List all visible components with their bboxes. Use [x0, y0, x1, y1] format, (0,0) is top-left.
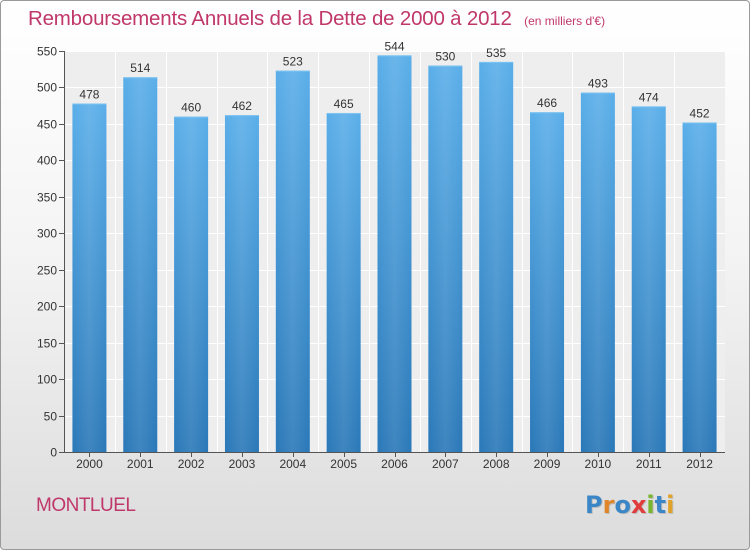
bar-highlight — [682, 122, 717, 452]
chart-title: Remboursements Annuels de la Dette de 20… — [28, 7, 512, 30]
y-tick-label: 300 — [37, 227, 57, 241]
y-tick-label: 100 — [37, 373, 57, 387]
x-tick-label: 2000 — [76, 457, 103, 471]
bar-highlight — [123, 77, 158, 452]
bar-highlight — [428, 65, 463, 452]
bar-highlight — [224, 115, 259, 452]
data-label: 452 — [690, 106, 710, 120]
logo-letter: i — [646, 491, 655, 519]
bar-highlight — [479, 61, 514, 452]
data-label: 493 — [588, 77, 608, 91]
bars — [72, 55, 717, 453]
logo-letter: o — [614, 491, 631, 519]
data-label: 523 — [283, 55, 303, 69]
y-tick-label: 50 — [44, 410, 58, 424]
bar-highlight — [580, 92, 615, 453]
y-tick-label: 150 — [37, 337, 57, 351]
x-tick-label: 2006 — [381, 457, 408, 471]
x-tick-label: 2003 — [229, 457, 256, 471]
data-label: 474 — [639, 90, 659, 104]
logo-letter: t — [654, 491, 667, 519]
data-label: 466 — [537, 96, 557, 110]
logo-letter: P — [585, 491, 603, 519]
bar-highlight — [530, 112, 565, 452]
data-label: 544 — [384, 39, 404, 53]
x-tick-label: 2008 — [483, 457, 510, 471]
y-tick-label: 250 — [37, 264, 57, 278]
y-tick-label: 350 — [37, 191, 57, 205]
y-tick-label: 0 — [50, 446, 57, 460]
x-tick-label: 2009 — [534, 457, 561, 471]
y-tick-label: 400 — [37, 154, 57, 168]
data-label: 530 — [435, 50, 455, 64]
bar-highlight — [631, 106, 666, 452]
y-tick-label: 200 — [37, 300, 57, 314]
chart-subtitle: (en milliers d'€) — [524, 14, 606, 28]
data-label: 462 — [232, 99, 252, 113]
logo-letter: i — [666, 491, 675, 519]
y-tick-label: 550 — [37, 45, 57, 59]
y-tick-label: 500 — [37, 81, 57, 95]
labels: 0 50 100 150 200 250 300 350 400 450 500 550 478 2000… — [37, 39, 713, 471]
x-tick-label: 2012 — [686, 457, 713, 471]
x-tick-label: 2011 — [636, 457, 662, 471]
x-tick-label: 2001 — [127, 457, 154, 471]
bar-highlight — [377, 55, 412, 453]
x-tick-label: 2005 — [330, 457, 357, 471]
chart-header: Remboursements Annuels de la Dette de 20… — [28, 7, 605, 31]
bar-highlight — [275, 70, 310, 452]
data-label: 514 — [130, 61, 150, 75]
x-tick-label: 2004 — [279, 457, 306, 471]
y-tick-label: 450 — [37, 118, 57, 132]
bar-highlight — [174, 116, 209, 453]
x-tick-label: 2007 — [432, 457, 459, 471]
proxiti-logo[interactable]: Proxiti — [585, 491, 674, 519]
data-label: 465 — [334, 97, 354, 111]
logo-letter: r — [602, 491, 615, 519]
x-tick-label: 2002 — [178, 457, 205, 471]
data-label: 478 — [79, 87, 99, 101]
bar-highlight — [72, 103, 107, 453]
axes — [59, 51, 725, 457]
logo-letter: x — [630, 491, 647, 519]
x-tick-label: 2010 — [585, 457, 612, 471]
data-label: 535 — [486, 46, 506, 60]
bar-highlight — [326, 112, 361, 453]
commune-name: MONTLUEL — [36, 495, 136, 516]
data-label: 460 — [181, 101, 201, 115]
